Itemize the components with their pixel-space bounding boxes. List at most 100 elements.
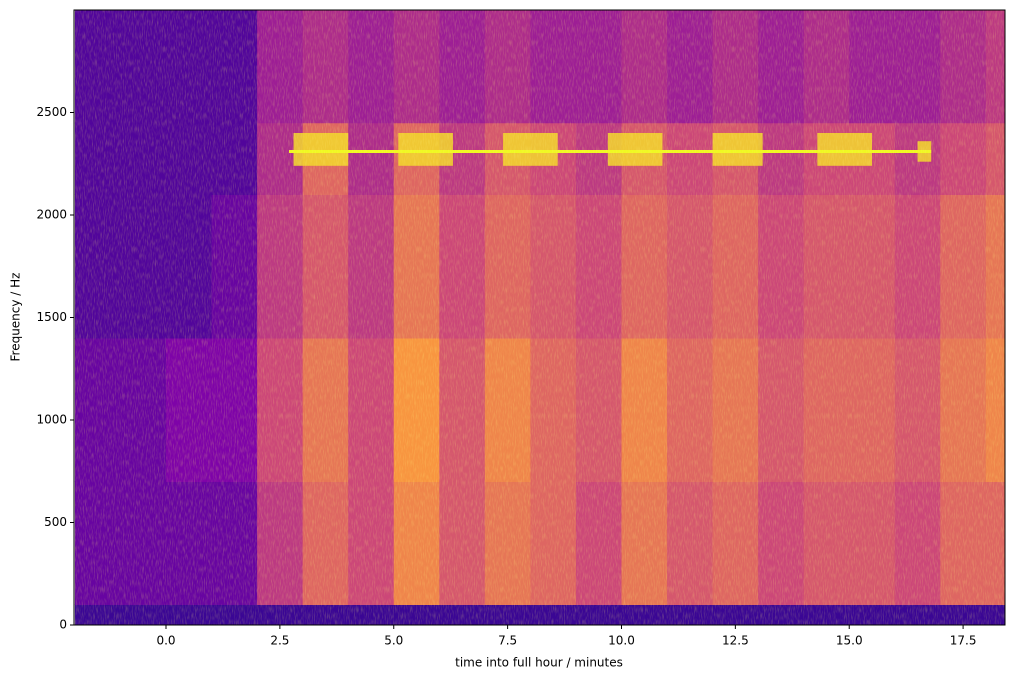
heat-cell xyxy=(348,194,395,339)
heat-cell xyxy=(575,338,622,482)
heat-cell xyxy=(667,481,714,605)
heat-cell xyxy=(120,122,167,195)
heat-cell xyxy=(484,481,531,605)
heat-cell xyxy=(120,338,167,482)
heat-cell xyxy=(166,604,213,625)
heat-cell xyxy=(348,338,395,482)
heat-cell xyxy=(393,604,440,625)
heat-cell xyxy=(803,194,850,339)
heat-cell xyxy=(575,604,622,625)
heat-cell xyxy=(211,338,258,482)
heat-cell xyxy=(257,194,304,339)
heat-cell xyxy=(621,338,668,482)
heat-cell xyxy=(621,604,668,625)
heat-cell xyxy=(302,604,349,625)
y-axis-label: Frequency / Hz xyxy=(9,273,23,362)
heat-cell xyxy=(575,481,622,605)
heat-cell xyxy=(120,604,167,625)
x-tick-label: 0.0 xyxy=(156,634,175,648)
heat-cell xyxy=(302,338,349,482)
heat-cell xyxy=(393,481,440,605)
heat-cell xyxy=(849,10,896,124)
heat-cell xyxy=(530,338,577,482)
heat-cell xyxy=(74,481,121,605)
x-tick-label: 17.5 xyxy=(950,634,977,648)
heat-cell xyxy=(803,10,850,124)
x-tick-label: 5.0 xyxy=(384,634,403,648)
heat-cell xyxy=(667,10,714,124)
heat-cell xyxy=(621,10,668,124)
x-tick-label: 10.0 xyxy=(608,634,635,648)
y-tick-label: 2500 xyxy=(36,105,67,119)
heat-cell xyxy=(758,604,805,625)
x-axis-label: time into full hour / minutes xyxy=(455,656,623,670)
heat-cell xyxy=(803,338,850,482)
heat-cell xyxy=(439,194,486,339)
heat-cell xyxy=(348,10,395,124)
heat-cell xyxy=(712,481,759,605)
heat-cell xyxy=(348,604,395,625)
heat-cell xyxy=(439,481,486,605)
heat-cell xyxy=(166,122,213,195)
heat-cell xyxy=(74,10,121,124)
heat-cell xyxy=(439,338,486,482)
heat-cell xyxy=(758,122,805,195)
heat-cell xyxy=(667,338,714,482)
heat-cell xyxy=(120,481,167,605)
heat-cell xyxy=(894,481,941,605)
heat-cell xyxy=(803,604,850,625)
heat-cell xyxy=(530,481,577,605)
heat-cell xyxy=(667,122,714,195)
x-tick-label: 15.0 xyxy=(836,634,863,648)
heat-cell xyxy=(530,194,577,339)
heat-cell xyxy=(985,194,1005,339)
heat-cell xyxy=(348,122,395,195)
heat-cell xyxy=(985,122,1005,195)
heat-cell xyxy=(894,338,941,482)
heat-cell xyxy=(575,194,622,339)
heat-cell xyxy=(940,122,987,195)
y-tick-label: 1500 xyxy=(36,310,67,324)
heat-cell xyxy=(985,481,1005,605)
heat-cell xyxy=(940,604,987,625)
heat-cell xyxy=(211,122,258,195)
heat-cell xyxy=(849,194,896,339)
heat-cell xyxy=(74,122,121,195)
heat-cell xyxy=(74,604,121,625)
heat-cell xyxy=(712,604,759,625)
heat-cell xyxy=(484,194,531,339)
heat-cell xyxy=(894,194,941,339)
heat-cell xyxy=(257,481,304,605)
heat-cell xyxy=(439,10,486,124)
heat-cell xyxy=(211,604,258,625)
x-tick-label: 7.5 xyxy=(498,634,517,648)
heat-cell xyxy=(166,194,213,339)
tone-burst xyxy=(293,133,349,166)
heat-cell xyxy=(484,604,531,625)
tone-burst xyxy=(607,133,663,166)
heat-cell xyxy=(211,194,258,339)
heat-cell xyxy=(803,481,850,605)
plot-area xyxy=(74,10,1005,625)
heat-cell xyxy=(120,10,167,124)
heat-cell xyxy=(257,604,304,625)
heat-cell xyxy=(712,194,759,339)
tone-burst xyxy=(503,133,558,166)
tone-burst xyxy=(398,133,453,166)
heat-cell xyxy=(484,10,531,124)
heat-cell xyxy=(393,194,440,339)
heat-cell xyxy=(211,10,258,124)
heat-cell xyxy=(894,10,941,124)
y-tick-label: 0 xyxy=(59,618,67,632)
heat-cell xyxy=(940,10,987,124)
heat-cell xyxy=(302,194,349,339)
heat-cell xyxy=(985,338,1005,482)
heat-cell xyxy=(712,10,759,124)
heat-cell xyxy=(621,194,668,339)
heat-cell xyxy=(120,194,167,339)
heat-cell xyxy=(302,10,349,124)
heat-cell xyxy=(484,338,531,482)
heat-cell xyxy=(940,194,987,339)
heat-cell xyxy=(575,10,622,124)
heat-cell xyxy=(166,481,213,605)
